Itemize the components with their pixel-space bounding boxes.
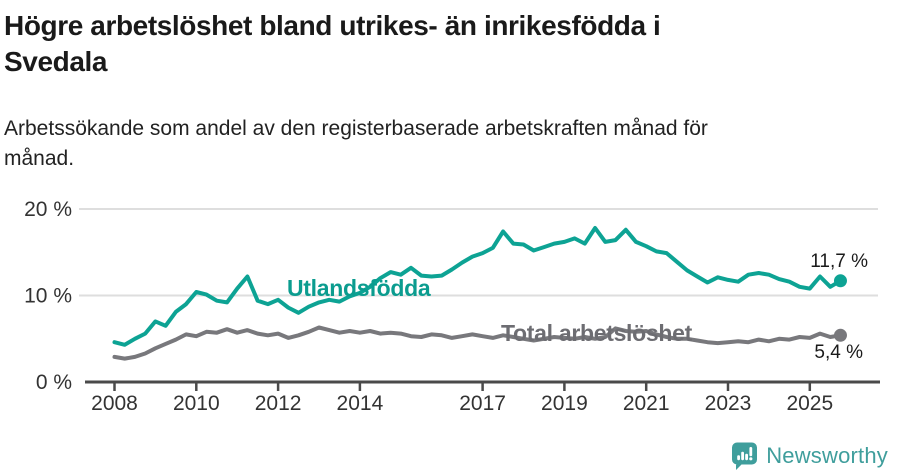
bar-short — [737, 455, 741, 461]
x-tick-label-2025: 2025 — [786, 392, 833, 415]
series-line-total — [112, 325, 843, 361]
title-line-1: Högre arbetslöshet bland utrikes- än inr… — [4, 10, 661, 41]
series-end-dot-total — [833, 328, 847, 342]
x-tick-label-2021: 2021 — [623, 392, 670, 415]
y-tick-label-0: 0 % — [36, 371, 72, 394]
x-tick-label-2014: 2014 — [337, 392, 384, 415]
title-line-2: Svedala — [4, 46, 108, 77]
end-value-label-foreign: 11,7 % — [810, 251, 868, 272]
chart-subtitle: Arbetssökande som andel av den registerb… — [4, 114, 834, 174]
x-tick-label-2010: 2010 — [173, 392, 220, 415]
subtitle-line-2: månad. — [4, 147, 75, 170]
bar-tall — [741, 451, 745, 461]
x-tick-label-2012: 2012 — [255, 392, 302, 415]
series-label-total: Total arbetslöshet — [501, 320, 693, 346]
x-tick-label-2019: 2019 — [541, 392, 588, 415]
bar-medium — [745, 453, 749, 461]
newsworthy-logo-icon — [732, 442, 758, 470]
exclamation-dot — [749, 457, 753, 461]
line-chart-canvas: 0 % 10 % 20 % 2008 2010 2012 2014 2017 2019 2021 2… — [24, 198, 880, 415]
series-end-dot-foreign — [833, 274, 847, 288]
series-line-foreign — [112, 226, 843, 347]
page-title: Högre arbetslöshet bland utrikes- än inr… — [4, 8, 864, 80]
end-value-label-total: 5,4 % — [814, 342, 863, 363]
brand-footer: Newsworthy — [730, 441, 888, 470]
line-chart: 0 % 10 % 20 % 2008 2010 2012 2014 2017 2019 2021 2… — [0, 190, 900, 430]
exclamation-line — [749, 447, 753, 457]
speech-bubble-shape — [732, 442, 758, 470]
subtitle-line-1: Arbetssökande som andel av den registerb… — [4, 117, 708, 140]
x-tick-label-2008: 2008 — [91, 392, 138, 415]
brand-wordmark: Newsworthy — [766, 442, 888, 468]
x-tick-label-2023: 2023 — [705, 392, 752, 415]
x-tick-label-2017: 2017 — [459, 392, 506, 415]
series-label-foreign: Utlandsfödda — [287, 275, 431, 301]
y-tick-label-20: 20 % — [24, 198, 72, 221]
y-tick-label-10: 10 % — [24, 285, 72, 308]
